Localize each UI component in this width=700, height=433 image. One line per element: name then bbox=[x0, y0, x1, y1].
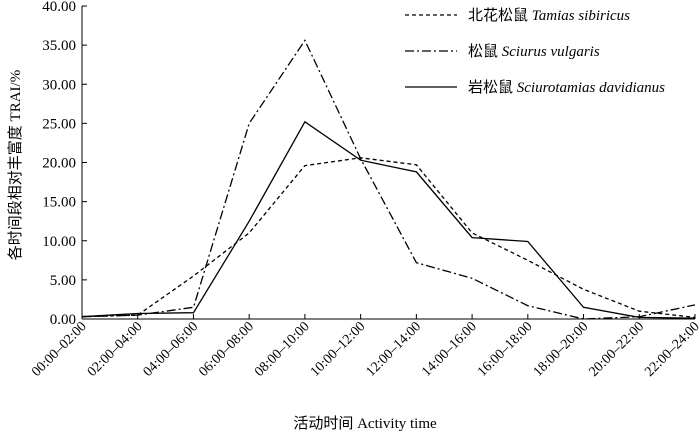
legend-name-cn: 北花松鼠 bbox=[468, 7, 532, 24]
y-tick-label: 20.00 bbox=[42, 156, 76, 172]
legend-entry: 北花松鼠 Tamias sibiricus bbox=[468, 7, 630, 24]
series-line-sciurus-vulgaris bbox=[81, 39, 696, 320]
series-line-tamias-sibiricus bbox=[81, 157, 696, 319]
x-tick-label: 04:00–06:00 bbox=[141, 319, 202, 380]
y-tick-label: 10.00 bbox=[42, 234, 76, 250]
x-axis-title: 活动时间 Activity time bbox=[293, 415, 437, 432]
x-tick-label: 22:00–24:00 bbox=[642, 319, 700, 380]
y-tick-label: 35.00 bbox=[42, 38, 76, 54]
x-tick-label: 14:00–16:00 bbox=[419, 319, 480, 380]
legend: 北花松鼠 Tamias sibiricus 松鼠 Sciurus vulgaris… bbox=[405, 7, 665, 96]
y-tick-label: 40.00 bbox=[42, 0, 76, 15]
legend-name-latin: Tamias sibiricus bbox=[532, 8, 630, 24]
y-tick-label: 0.00 bbox=[50, 312, 76, 328]
y-axis-ticks: 0.00 5.00 10.00 15.00 20.00 25.00 30.00 35.00 40… bbox=[42, 0, 87, 328]
legend-name-latin: Sciurus vulgaris bbox=[502, 44, 600, 60]
legend-name-cn: 松鼠 bbox=[468, 43, 502, 60]
series-lines bbox=[81, 39, 696, 320]
series-line-sciurotamias-davidianus bbox=[81, 120, 696, 319]
x-tick-label: 02:00–04:00 bbox=[85, 319, 146, 380]
x-tick-label: 16:00–18:00 bbox=[475, 319, 536, 380]
y-tick-label: 5.00 bbox=[50, 273, 76, 289]
x-tick-label: 18:00–20:00 bbox=[531, 319, 592, 380]
axes bbox=[81, 6, 695, 320]
x-axis-ticks: 00:00–02:0002:00–04:0004:00–06:0006:00–0… bbox=[29, 314, 700, 380]
legend-name-cn: 岩松鼠 bbox=[468, 79, 517, 96]
y-tick-label: 15.00 bbox=[42, 195, 76, 211]
y-tick-label: 25.00 bbox=[42, 116, 76, 132]
legend-entry: 岩松鼠 Sciurotamias davidianus bbox=[468, 79, 665, 96]
y-axis-title: 各时间段相对丰富度 TRAI/% bbox=[6, 70, 24, 260]
x-tick-label: 12:00–14:00 bbox=[364, 319, 425, 380]
x-tick-label: 00:00–02:00 bbox=[29, 319, 90, 380]
x-tick-label: 08:00–10:00 bbox=[252, 319, 313, 380]
legend-entry: 松鼠 Sciurus vulgaris bbox=[468, 43, 600, 60]
x-tick-label: 20:00–22:00 bbox=[586, 319, 647, 380]
x-tick-label: 10:00–12:00 bbox=[308, 319, 369, 380]
legend-name-latin: Sciurotamias davidianus bbox=[517, 80, 665, 96]
x-tick-label: 06:00–08:00 bbox=[196, 319, 257, 380]
y-tick-label: 30.00 bbox=[42, 77, 76, 93]
